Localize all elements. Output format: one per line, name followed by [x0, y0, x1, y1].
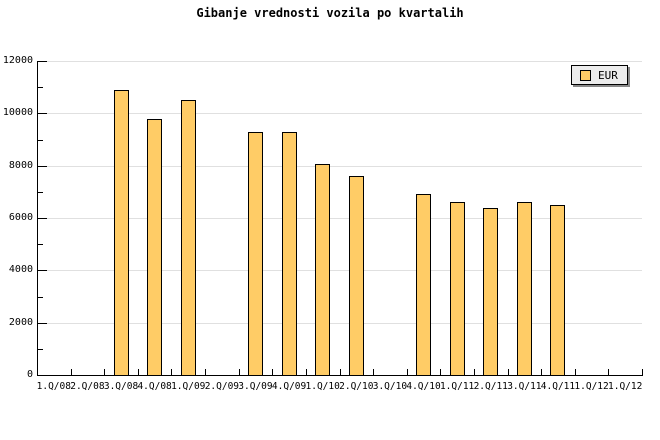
x-tick [272, 369, 274, 375]
x-tick-label: 1.Q/08 [36, 381, 71, 392]
x-tick-label: 2.Q/11 [473, 381, 508, 392]
y-major-tick [38, 322, 47, 324]
y-gridline [38, 322, 642, 324]
x-tick [70, 369, 72, 375]
y-gridline [38, 61, 642, 62]
x-tick [339, 369, 341, 375]
x-tick-label: 4.Q/11 [540, 381, 576, 392]
y-gridline [38, 113, 642, 115]
x-tick [104, 369, 106, 375]
y-major-tick [38, 61, 47, 62]
y-major-tick [38, 165, 47, 167]
y-tick-label: 8000 [8, 159, 33, 171]
bar-3.Q/08 [113, 89, 129, 376]
bar-1.Q/11 [449, 202, 465, 376]
x-tick-label: 2.Q/09 [204, 381, 240, 392]
x-tick [238, 369, 240, 375]
x-tick-label: 3.Q/09 [238, 381, 273, 392]
bar-4.Q/10 [416, 194, 432, 376]
legend: EUR [571, 65, 628, 85]
x-tick [642, 369, 643, 375]
x-tick-label: 2.Q/08 [70, 381, 105, 392]
x-tick [608, 369, 610, 375]
y-minor-tick [38, 244, 43, 246]
x-tick [305, 369, 307, 375]
bar-4.Q/11 [550, 204, 566, 376]
x-tick-label: 1.Q/11 [439, 381, 475, 392]
y-minor-tick [38, 87, 43, 89]
y-gridline [38, 218, 642, 219]
x-tick-label: 1.Q/12 [608, 381, 643, 392]
y-tick-label: 0 [26, 369, 33, 380]
bar-1.Q/09 [180, 100, 196, 376]
bar-4.Q/08 [147, 118, 163, 376]
x-tick-label: 4.Q/09 [271, 381, 307, 392]
x-tick [171, 369, 173, 375]
x-tick-label: 4.Q/10 [406, 381, 441, 392]
x-tick [574, 369, 576, 375]
y-minor-tick [38, 296, 43, 298]
y-major-tick [38, 218, 47, 219]
x-tick-label: 3.Q/11 [507, 381, 542, 392]
x-tick-label: 2.Q/10 [339, 381, 374, 392]
y-gridline [38, 165, 642, 167]
y-minor-tick [38, 348, 43, 350]
bar-1.Q/10 [315, 164, 331, 376]
y-axis [37, 61, 38, 376]
y-gridline [38, 270, 642, 272]
chart-title: Gibanje vrednosti vozila po kvartalih [196, 6, 464, 20]
x-tick [507, 369, 509, 375]
y-tick-label: 6000 [8, 212, 33, 223]
x-tick-label: 3.Q/10 [372, 381, 408, 392]
bar-2.Q/10 [348, 176, 364, 376]
x-tick [406, 369, 408, 375]
x-tick-label: 1.Q/12 [574, 381, 609, 392]
bar-2.Q/11 [483, 207, 499, 376]
x-tick [473, 369, 475, 375]
bar-4.Q/09 [281, 131, 297, 376]
y-major-tick [38, 270, 47, 272]
x-tick [137, 369, 139, 375]
x-tick [541, 369, 543, 375]
x-tick-label: 3.Q/08 [103, 381, 139, 392]
x-tick [205, 369, 207, 375]
y-tick-label: 4000 [8, 264, 33, 276]
x-tick [440, 369, 442, 375]
y-tick-label: 2000 [8, 316, 33, 328]
x-tick-label: 1.Q/09 [171, 381, 206, 392]
x-tick [373, 369, 375, 375]
y-minor-tick [38, 191, 43, 193]
y-major-tick [38, 113, 47, 115]
x-axis [37, 375, 643, 376]
y-tick-label: 12000 [2, 55, 33, 66]
bar-3.Q/09 [247, 131, 263, 376]
legend-label: EUR [598, 68, 618, 82]
y-minor-tick [38, 139, 43, 141]
legend-swatch-icon [580, 69, 591, 81]
x-tick-label: 1.Q/10 [305, 381, 340, 392]
y-tick-label: 10000 [2, 107, 33, 119]
x-tick-label: 4.Q/08 [137, 381, 172, 392]
bar-3.Q/11 [516, 202, 532, 376]
